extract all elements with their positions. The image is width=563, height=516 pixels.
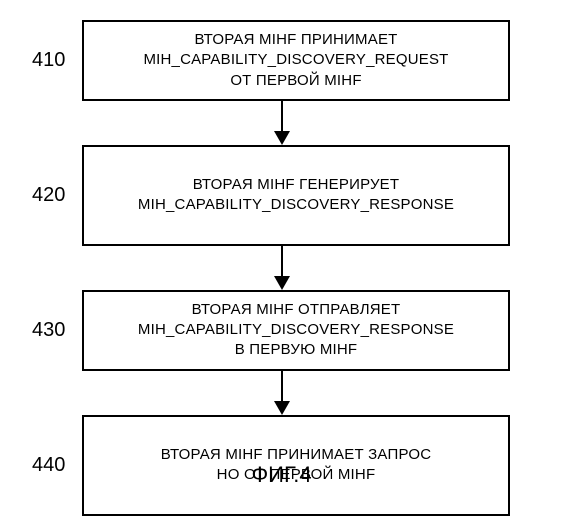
figure-caption: ФИГ.4	[0, 462, 563, 488]
arrow-down-icon	[272, 101, 292, 145]
arrow-2	[82, 246, 482, 290]
step-box: ВТОРАЯ MIHF ПРИНИМАЕТ MIH_CAPABILITY_DIS…	[82, 20, 510, 101]
step-row-430: 430 ВТОРАЯ MIHF ОТПРАВЛЯЕТ MIH_CAPABILIT…	[32, 290, 532, 371]
flowchart-container: 410 ВТОРАЯ MIHF ПРИНИМАЕТ MIH_CAPABILITY…	[32, 20, 532, 516]
arrow-1	[82, 101, 482, 145]
step-line3: В ПЕРВУЮ MIHF	[235, 341, 358, 358]
step-line1: ВТОРАЯ MIHF ОТПРАВЛЯЕТ	[192, 301, 401, 318]
step-number: 410	[32, 49, 82, 72]
step-number: 430	[32, 319, 82, 342]
step-line1: ВТОРАЯ MIHF ПРИНИМАЕТ	[194, 31, 397, 48]
step-line2: MIH_CAPABILITY_DISCOVERY_RESPONSE	[138, 196, 454, 213]
step-line2: MIH_CAPABILITY_DISCOVERY_REQUEST	[143, 51, 448, 68]
arrow-down-icon	[272, 371, 292, 415]
step-row-410: 410 ВТОРАЯ MIHF ПРИНИМАЕТ MIH_CAPABILITY…	[32, 20, 532, 101]
step-row-420: 420 ВТОРАЯ MIHF ГЕНЕРИРУЕТ MIH_CAPABILIT…	[32, 145, 532, 246]
step-line1: ВТОРАЯ MIHF ПРИНИМАЕТ ЗАПРОС	[161, 446, 431, 463]
arrow-down-icon	[272, 246, 292, 290]
step-line1: ВТОРАЯ MIHF ГЕНЕРИРУЕТ	[193, 176, 400, 193]
step-box: ВТОРАЯ MIHF ГЕНЕРИРУЕТ MIH_CAPABILITY_DI…	[82, 145, 510, 246]
step-line2: MIH_CAPABILITY_DISCOVERY_RESPONSE	[138, 321, 454, 338]
step-number: 420	[32, 184, 82, 207]
arrow-3	[82, 371, 482, 415]
step-line3: ОТ ПЕРВОЙ MIHF	[230, 72, 361, 89]
step-box: ВТОРАЯ MIHF ОТПРАВЛЯЕТ MIH_CAPABILITY_DI…	[82, 290, 510, 371]
